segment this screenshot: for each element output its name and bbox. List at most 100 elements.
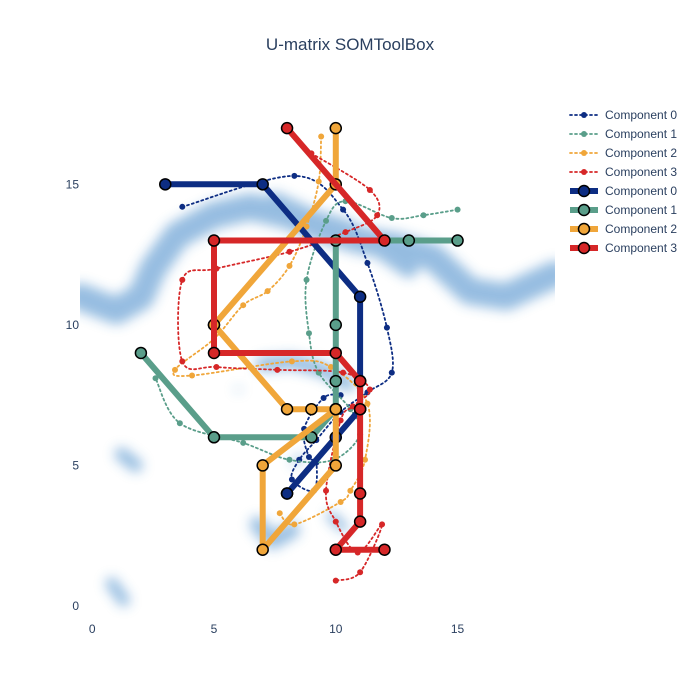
data-point xyxy=(288,476,295,483)
legend-swatch-marker xyxy=(577,184,591,198)
chart-title: U-matrix SOMToolBox xyxy=(266,35,435,54)
data-point xyxy=(280,487,294,500)
umatrix-ridge xyxy=(105,577,130,607)
legend-swatch-marker xyxy=(577,222,591,236)
data-point xyxy=(240,439,247,446)
data-point xyxy=(332,577,339,584)
data-point xyxy=(374,212,381,219)
data-point xyxy=(305,330,312,337)
data-point xyxy=(207,234,221,247)
umatrix-ridge xyxy=(114,447,143,473)
data-point xyxy=(264,288,271,295)
data-point xyxy=(388,215,395,222)
legend-label: Component 3 xyxy=(605,241,677,255)
data-point xyxy=(291,521,298,528)
legend-swatch-marker xyxy=(577,241,591,255)
data-point xyxy=(337,392,344,399)
legend-swatch-marker xyxy=(581,150,587,156)
data-point xyxy=(179,203,186,210)
data-point xyxy=(342,229,349,236)
data-point xyxy=(329,459,343,472)
data-point xyxy=(379,521,386,528)
legend-label: Component 2 xyxy=(605,146,677,160)
data-point xyxy=(207,431,221,444)
data-point xyxy=(329,543,343,556)
data-point xyxy=(320,394,327,401)
data-point xyxy=(353,487,367,500)
data-point xyxy=(451,234,464,247)
data-point xyxy=(357,569,364,576)
legend-label: Component 3 xyxy=(605,165,677,179)
x-tick-label: 15 xyxy=(451,622,465,636)
umatrix-ridge xyxy=(265,192,418,278)
data-point xyxy=(288,358,295,365)
legend-swatch-marker xyxy=(577,203,591,217)
legend-item: Component 2 xyxy=(570,222,677,236)
data-point xyxy=(291,172,298,179)
data-point xyxy=(329,374,343,388)
data-point xyxy=(337,498,344,505)
x-tick-label: 10 xyxy=(329,622,343,636)
data-point xyxy=(329,121,343,135)
legend-item: Component 3 xyxy=(569,165,677,179)
legend-label: Component 2 xyxy=(605,222,677,236)
data-point xyxy=(353,374,367,388)
data-point xyxy=(240,302,247,309)
data-point xyxy=(276,510,283,517)
legend-swatch-marker xyxy=(581,131,587,137)
data-point xyxy=(366,186,373,193)
data-point xyxy=(347,487,354,494)
series-component-3-solid xyxy=(207,121,391,556)
series-line xyxy=(211,125,339,553)
legend-label: Component 1 xyxy=(605,203,677,217)
y-tick-label: 15 xyxy=(66,177,80,191)
series-layer xyxy=(134,121,464,584)
data-point xyxy=(388,369,395,376)
x-tick-label: 0 xyxy=(89,622,96,636)
data-point xyxy=(303,276,310,283)
data-point xyxy=(378,234,391,247)
data-point xyxy=(189,372,196,379)
series-line xyxy=(172,135,371,526)
legend-item: Component 2 xyxy=(569,146,677,160)
data-point xyxy=(176,420,183,427)
data-point xyxy=(152,375,159,382)
y-tick-label: 5 xyxy=(72,458,79,472)
data-point xyxy=(420,212,427,219)
data-point xyxy=(207,346,221,360)
data-point xyxy=(378,543,391,556)
data-point xyxy=(383,324,390,331)
legend-item: Component 0 xyxy=(570,184,677,198)
data-point xyxy=(353,290,367,304)
x-tick-label: 5 xyxy=(211,622,218,636)
legend-item: Component 1 xyxy=(569,127,677,141)
data-point xyxy=(213,364,220,371)
legend-label: Component 1 xyxy=(605,127,677,141)
data-point xyxy=(353,515,367,528)
legend-item: Component 1 xyxy=(570,203,677,217)
legend-swatch-marker xyxy=(581,169,587,175)
data-point xyxy=(303,223,310,230)
data-point xyxy=(340,206,347,213)
data-point xyxy=(454,206,461,213)
legend-label: Component 0 xyxy=(605,184,677,198)
data-point xyxy=(329,402,343,416)
data-point xyxy=(256,543,269,556)
data-point xyxy=(280,402,294,416)
data-point xyxy=(337,417,344,424)
series-component-2-solid xyxy=(207,121,343,556)
legend-label: Component 0 xyxy=(605,108,677,122)
y-tick-label: 0 xyxy=(72,599,79,613)
data-point xyxy=(172,366,178,373)
legend-swatch-marker xyxy=(581,112,587,118)
axis-tick-labels: 0 5 10 15 0 5 10 15 xyxy=(66,177,465,636)
data-point xyxy=(274,366,281,373)
data-point xyxy=(362,456,368,463)
data-point xyxy=(315,178,322,185)
data-point xyxy=(332,518,339,525)
data-point xyxy=(286,262,293,269)
data-point xyxy=(305,431,318,444)
data-point xyxy=(159,178,172,191)
data-point xyxy=(134,346,148,360)
data-point xyxy=(280,121,294,135)
